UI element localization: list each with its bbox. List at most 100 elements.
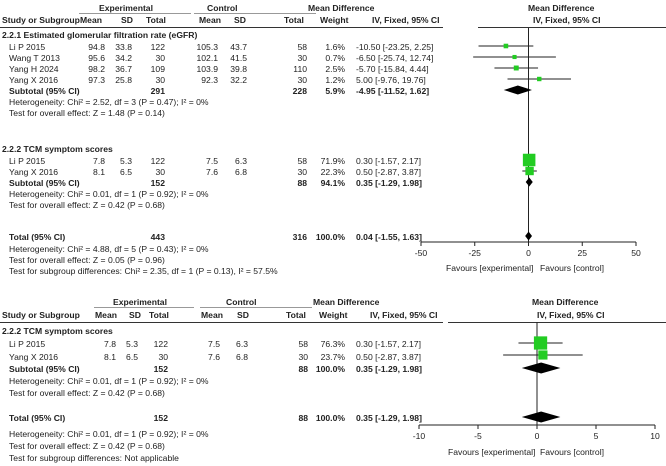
c-total: 88 — [297, 178, 307, 188]
weight: 1.6% — [325, 42, 345, 52]
e-total: 122 — [150, 156, 165, 166]
ci-text: -10.50 [-23.25, 2.25] — [356, 42, 434, 52]
study-marker — [538, 350, 548, 360]
c-total-col-header: Total — [284, 15, 304, 25]
c-total: 30 — [297, 75, 307, 85]
weight: 100.0% — [315, 413, 345, 423]
overall-effect-text: Test for overall effect: Z = 0.42 (P = 0… — [9, 441, 165, 451]
subgroup-title: 2.2.1 Estimated glomerular filtration ra… — [2, 30, 198, 40]
c-sd: 6.3 — [236, 339, 248, 349]
c-sd: 6.8 — [236, 352, 248, 362]
e-sd: 6.5 — [120, 167, 132, 177]
ci-text: 0.50 [-2.87, 3.87] — [356, 167, 421, 177]
weight: 22.3% — [320, 167, 345, 177]
e-total-col-header: Total — [146, 15, 166, 25]
table-header-rule — [0, 27, 443, 28]
pooled-diamond — [503, 85, 532, 95]
e-mean: 97.3 — [88, 75, 105, 85]
heterogeneity-text: Heterogeneity: Chi² = 4.88, df = 5 (P = … — [9, 244, 209, 254]
c-total: 58 — [297, 156, 307, 166]
md-plot-method-header: IV, Fixed, 95% CI — [537, 310, 605, 320]
c-sd: 41.5 — [230, 53, 247, 63]
x-tick-label: -10 — [413, 431, 426, 441]
study-marker — [537, 76, 542, 82]
e-total: 152 — [153, 413, 168, 423]
e-total: 30 — [158, 352, 168, 362]
study-name: Wang T 2013 — [9, 53, 60, 63]
weight-col-header: Weight — [320, 15, 349, 25]
x-tick-label: -5 — [474, 431, 482, 441]
c-sd: 6.8 — [235, 167, 247, 177]
c-mean-col-header: Mean — [201, 310, 223, 320]
ci-text: 0.35 [-1.29, 1.98] — [356, 364, 422, 374]
favours-experimental-label: Favours [experimental] — [446, 263, 534, 273]
e-mean-col-header: Mean — [80, 15, 102, 25]
e-mean: 94.8 — [88, 42, 105, 52]
weight: 71.9% — [320, 156, 345, 166]
md-header: Mean Difference — [313, 297, 380, 307]
pooled-diamond — [521, 411, 561, 423]
study-name: Yang X 2016 — [9, 352, 59, 362]
study-marker — [525, 166, 534, 176]
c-sd-col-header: SD — [234, 15, 246, 25]
md-plot-header: Mean Difference — [532, 297, 599, 307]
c-total: 316 — [292, 232, 307, 242]
favours-control-label: Favours [control] — [540, 263, 604, 273]
x-tick-label: 0 — [526, 248, 531, 258]
e-sd: 25.8 — [115, 75, 132, 85]
e-total: 443 — [150, 232, 165, 242]
c-mean: 105.3 — [196, 42, 218, 52]
heterogeneity-text: Heterogeneity: Chi² = 0.01, df = 1 (P = … — [9, 189, 209, 199]
experimental-header: Experimental — [113, 297, 167, 307]
x-tick-label: 25 — [577, 248, 587, 258]
x-tick-label: 50 — [631, 248, 641, 258]
c-mean: 7.6 — [206, 167, 218, 177]
study-marker — [533, 336, 548, 350]
e-mean: 98.2 — [88, 64, 105, 74]
c-sd-col-header: SD — [237, 310, 249, 320]
ci-text: 0.30 [-1.57, 2.17] — [356, 339, 421, 349]
x-tick-label: -50 — [415, 248, 428, 258]
ci-text: 0.35 [-1.29, 1.98] — [356, 178, 422, 188]
weight: 2.5% — [325, 64, 345, 74]
pooled-diamond — [525, 231, 533, 241]
c-total: 88 — [298, 364, 308, 374]
weight: 23.7% — [320, 352, 345, 362]
c-mean: 92.3 — [201, 75, 218, 85]
e-total: 122 — [153, 339, 168, 349]
study-col-header: Study or Subgroup — [2, 15, 80, 25]
e-sd: 5.3 — [126, 339, 138, 349]
ci-text: 0.50 [-2.87, 3.87] — [356, 352, 421, 362]
subgroup-test-text: Test for subgroup differences: Chi² = 2.… — [9, 266, 278, 276]
subgroup-title: 2.2.2 TCM symptom scores — [2, 144, 113, 154]
ci-text: -6.50 [-25.74, 12.74] — [356, 53, 434, 63]
c-sd: 43.7 — [230, 42, 247, 52]
subtotal-label: Subtotal (95% CI) — [9, 86, 80, 96]
x-tick-label: 0 — [535, 431, 540, 441]
table-header-rule — [0, 322, 443, 323]
x-tick-label: -25 — [469, 248, 482, 258]
heterogeneity-text: Heterogeneity: Chi² = 0.01, df = 1 (P = … — [9, 376, 209, 386]
overall-effect-text: Test for overall effect: Z = 0.05 (P = 0… — [9, 255, 165, 265]
overall-effect-text: Test for overall effect: Z = 0.42 (P = 0… — [9, 388, 165, 398]
study-col-header: Study or Subgroup — [2, 310, 80, 320]
study-name: Li P 2015 — [9, 42, 46, 52]
weight: 94.1% — [320, 178, 345, 188]
md-header: Mean Difference — [308, 3, 375, 13]
e-mean: 7.8 — [104, 339, 116, 349]
subgroup-title: 2.2.2 TCM symptom scores — [2, 326, 113, 336]
e-total: 30 — [155, 167, 165, 177]
pooled-diamond — [525, 177, 533, 187]
c-mean: 102.1 — [196, 53, 218, 63]
c-mean: 7.6 — [208, 352, 220, 362]
x-tick-label: 10 — [650, 431, 660, 441]
e-total: 152 — [153, 364, 168, 374]
total-label: Total (95% CI) — [9, 232, 66, 242]
c-sd: 39.8 — [230, 64, 247, 74]
c-total: 30 — [298, 352, 308, 362]
c-mean-col-header: Mean — [199, 15, 221, 25]
heterogeneity-text: Heterogeneity: Chi² = 2.52, df = 3 (P = … — [9, 97, 209, 107]
c-total: 58 — [298, 339, 308, 349]
control-underline — [200, 307, 312, 308]
ci-text: 5.00 [-9.76, 19.76] — [356, 75, 426, 85]
